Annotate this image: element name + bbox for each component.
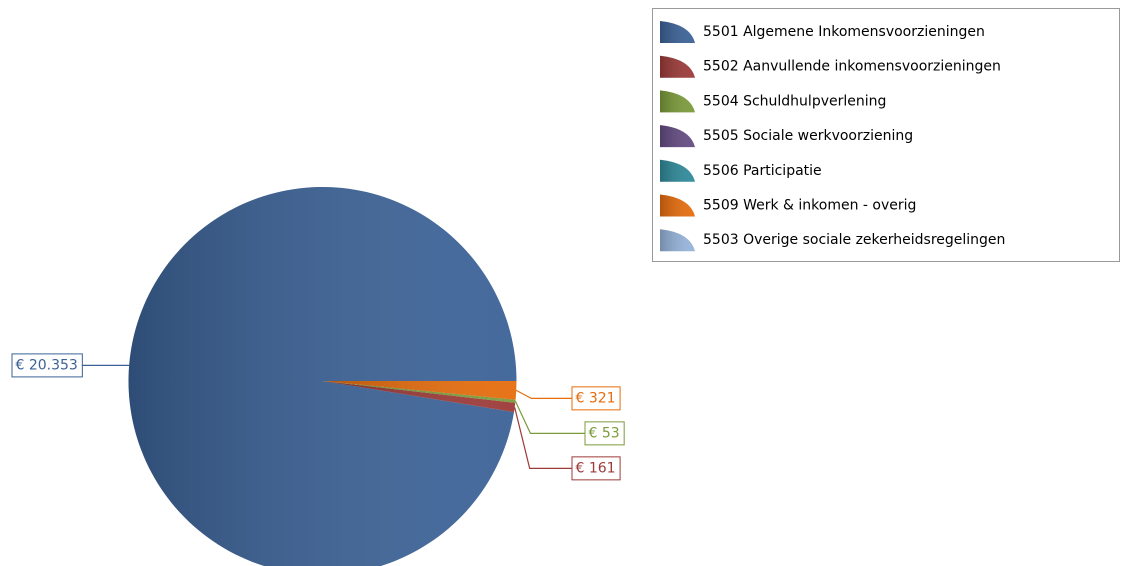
legend-label: 5501 Algemene Inkomensvoorzieningen [703,24,985,40]
legend-swatch-shade [660,90,695,113]
data-label: € 161 [571,456,621,481]
data-label-box [584,421,625,446]
data-label: € 321 [571,386,621,411]
legend-label: 5509 Werk & inkomen - overig [703,198,916,214]
data-label-text: € 53 [589,425,620,441]
data-label-text: € 20.353 [16,357,78,373]
legend-label: 5502 Aanvullende inkomensvoorzieningen [703,59,1001,75]
legend-swatch-shade [660,55,695,78]
legend-swatch-shade [660,229,695,252]
legend-box [652,8,1120,262]
slice-shade [322,381,517,400]
data-label-box [571,456,621,481]
data-label-box [571,386,621,411]
legend-swatch-shade [660,21,695,43]
legend-swatch-shade [660,125,695,148]
leader-line [514,407,572,469]
legend-swatch-shade [660,159,695,182]
legend-label: 5506 Participatie [703,163,822,179]
data-label-text: € 321 [576,390,616,406]
slice-shade [322,381,516,403]
legend-label: 5504 Schuldhulpverlening [703,93,886,109]
leader-line [515,389,572,399]
leader-line [514,400,585,434]
slice-shade [128,187,517,566]
data-label: € 20.353 [11,353,83,378]
legend-swatch-shade [660,194,695,217]
data-label-text: € 161 [576,460,616,476]
legend-label: 5505 Sociale werkvoorziening [703,128,913,144]
legend-label: 5503 Overige sociale zekerheidsregelinge… [703,232,1005,248]
data-label: € 53 [584,421,625,446]
slice-shade [322,381,516,413]
